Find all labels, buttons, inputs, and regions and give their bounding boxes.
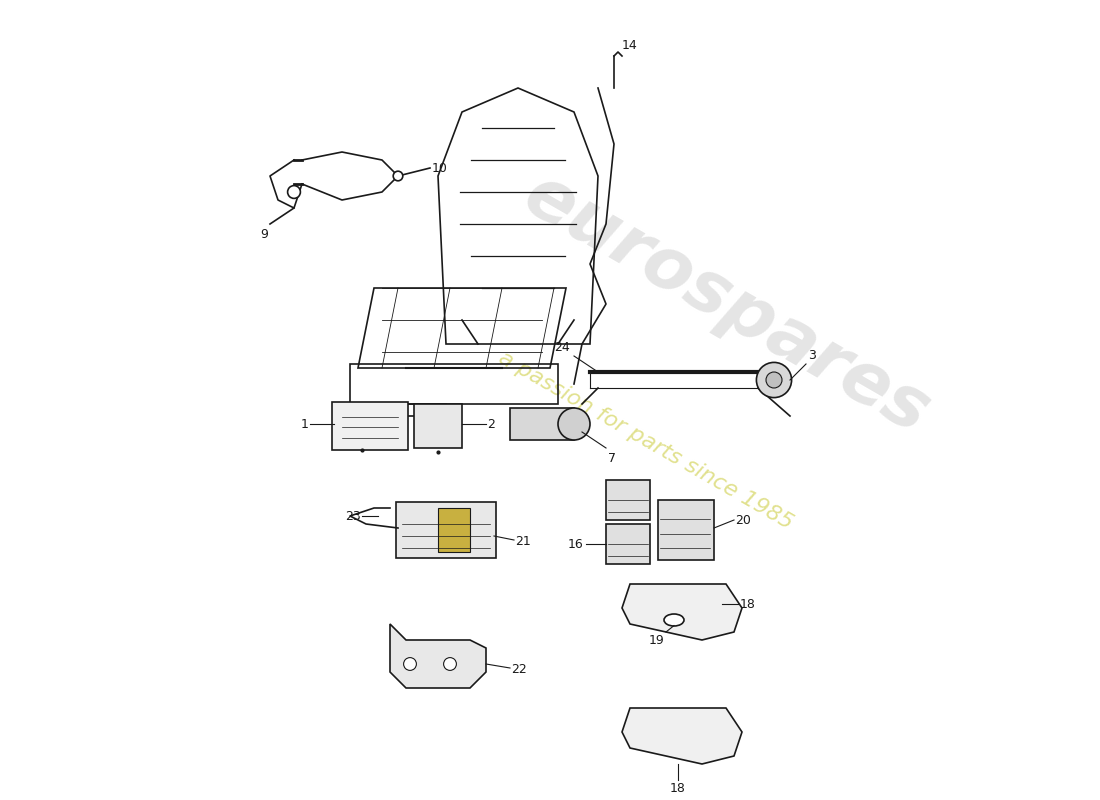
Text: 20: 20	[736, 514, 751, 526]
Bar	[510, 408, 574, 440]
Bar	[606, 480, 650, 520]
FancyBboxPatch shape	[396, 502, 496, 558]
Text: 22: 22	[512, 663, 527, 676]
Text: 23: 23	[344, 510, 361, 522]
Bar	[414, 404, 462, 448]
Text: 3: 3	[807, 350, 815, 362]
Text: 2: 2	[487, 418, 495, 430]
Text: 7: 7	[607, 452, 616, 465]
Bar	[350, 364, 558, 404]
Bar	[606, 524, 650, 564]
Text: 21: 21	[516, 535, 531, 548]
Text: 18: 18	[739, 598, 756, 610]
Circle shape	[558, 408, 590, 440]
Bar	[382, 404, 446, 416]
Text: 24: 24	[554, 342, 570, 354]
Polygon shape	[390, 624, 486, 688]
Circle shape	[393, 171, 403, 181]
Circle shape	[443, 658, 456, 670]
Ellipse shape	[664, 614, 684, 626]
Text: 19: 19	[649, 634, 664, 646]
Text: 14: 14	[621, 39, 638, 52]
Bar	[438, 508, 470, 552]
Text: a passion for parts since 1985: a passion for parts since 1985	[495, 347, 796, 533]
Polygon shape	[621, 584, 742, 640]
Text: 10: 10	[431, 162, 448, 174]
Circle shape	[766, 372, 782, 388]
FancyBboxPatch shape	[332, 402, 408, 450]
Bar	[658, 500, 714, 560]
Text: eurospares: eurospares	[512, 160, 940, 448]
Circle shape	[404, 658, 417, 670]
Polygon shape	[621, 708, 742, 764]
Circle shape	[287, 186, 300, 198]
Text: 18: 18	[670, 782, 686, 795]
Text: 16: 16	[568, 538, 584, 550]
Text: 9: 9	[261, 228, 268, 241]
Circle shape	[757, 362, 792, 398]
Text: 1: 1	[300, 418, 308, 430]
